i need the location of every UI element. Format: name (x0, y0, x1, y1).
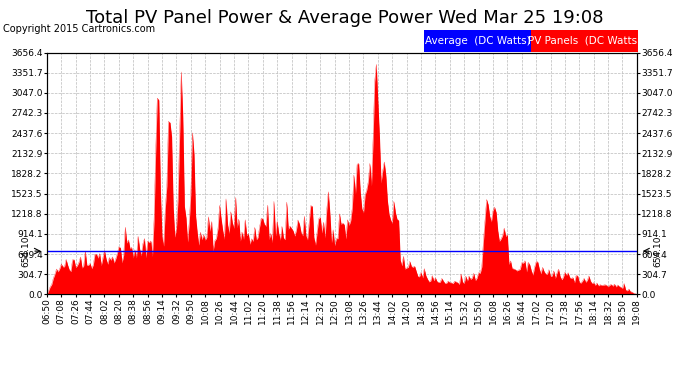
Text: 654.10: 654.10 (21, 236, 30, 267)
Text: PV Panels  (DC Watts): PV Panels (DC Watts) (529, 36, 641, 46)
Text: Total PV Panel Power & Average Power Wed Mar 25 19:08: Total PV Panel Power & Average Power Wed… (86, 9, 604, 27)
Text: Copyright 2015 Cartronics.com: Copyright 2015 Cartronics.com (3, 24, 155, 34)
Text: 654.10: 654.10 (653, 236, 662, 267)
Text: Average  (DC Watts): Average (DC Watts) (425, 36, 531, 46)
